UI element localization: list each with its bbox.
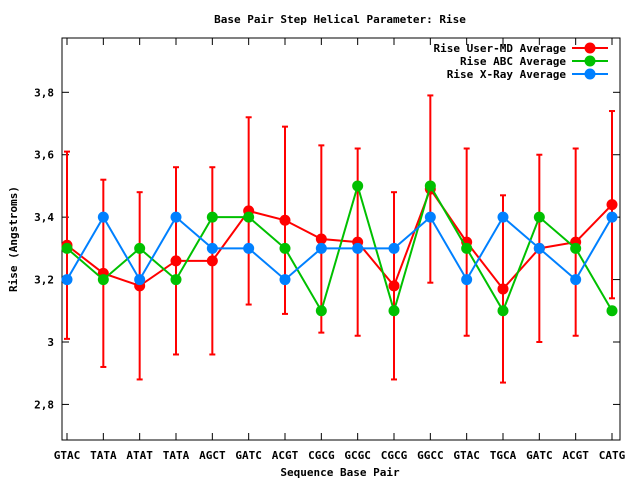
x-tick-label: TATA [163, 449, 190, 462]
data-point [279, 274, 291, 286]
y-tick-label: 3 [47, 336, 54, 349]
x-tick-label: ACGT [562, 449, 589, 462]
data-point [424, 211, 436, 223]
data-point [243, 211, 255, 223]
x-tick-label: CGCG [381, 449, 408, 462]
data-point [497, 305, 509, 317]
data-point [388, 242, 400, 254]
data-point [315, 233, 327, 245]
plot-frame [61, 37, 621, 441]
data-point [461, 274, 473, 286]
data-point [533, 211, 545, 223]
data-point [606, 305, 618, 317]
data-point [170, 211, 182, 223]
x-tick-label: ACGT [272, 449, 299, 462]
x-tick-label: GATC [526, 449, 553, 462]
data-point [97, 211, 109, 223]
data-point [206, 242, 218, 254]
data-point [570, 242, 582, 254]
data-point [279, 214, 291, 226]
data-point [606, 199, 618, 211]
legend-label: Rise User-MD Average [434, 42, 567, 55]
data-point [206, 211, 218, 223]
series-line [66, 215, 613, 282]
x-tick-label: AGCT [199, 449, 226, 462]
x-tick-label: TGCA [490, 449, 517, 462]
x-tick-label: GGCC [417, 449, 444, 462]
data-point [388, 305, 400, 317]
x-tick-label: CATG [599, 449, 626, 462]
data-point [61, 274, 73, 286]
series-2 [61, 211, 618, 286]
data-point [61, 242, 73, 254]
data-point [170, 255, 182, 267]
x-tick-label: ATAT [126, 449, 153, 462]
x-tick-label: GCGC [344, 449, 371, 462]
y-tick-label: 3,2 [34, 274, 54, 287]
x-tick-label: GTAC [54, 449, 81, 462]
data-point [461, 242, 473, 254]
y-tick-label: 3,6 [34, 149, 54, 162]
y-tick-label: 3,8 [34, 86, 54, 99]
data-point [243, 242, 255, 254]
data-point [497, 211, 509, 223]
data-point [97, 274, 109, 286]
data-point [606, 211, 618, 223]
data-point [352, 180, 364, 192]
data-point [315, 305, 327, 317]
data-point [497, 283, 509, 295]
data-point [134, 274, 146, 286]
data-point [570, 274, 582, 286]
data-point [533, 242, 545, 254]
x-tick-label: CGCG [308, 449, 335, 462]
data-point [388, 280, 400, 292]
y-axis-label: Rise (Angstroms) [7, 186, 20, 292]
y-tick-label: 2,8 [34, 398, 54, 411]
series-line [66, 186, 613, 291]
data-point [315, 242, 327, 254]
chart-title: Base Pair Step Helical Parameter: Rise [214, 13, 466, 26]
legend-marker [584, 68, 596, 80]
legend-label: Rise X-Ray Average [447, 68, 567, 81]
data-point [134, 242, 146, 254]
data-point [352, 242, 364, 254]
data-point [206, 255, 218, 267]
data-point [424, 180, 436, 192]
x-tick-label: GTAC [453, 449, 480, 462]
data-point [170, 274, 182, 286]
data-point [279, 242, 291, 254]
x-tick-label: TATA [90, 449, 117, 462]
series-0 [61, 94, 618, 384]
y-tick-label: 3,4 [34, 211, 54, 224]
legend-marker [584, 55, 596, 67]
legend-label: Rise ABC Average [460, 55, 566, 68]
x-axis-label: Sequence Base Pair [280, 466, 400, 479]
legend-marker [584, 42, 596, 54]
x-tick-label: GATC [235, 449, 262, 462]
